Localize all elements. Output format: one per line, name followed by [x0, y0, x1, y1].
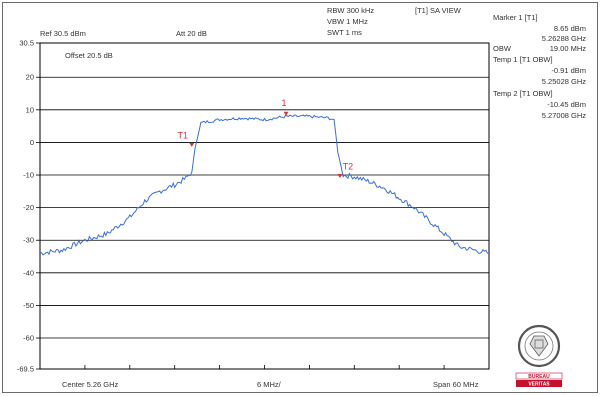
y-tick-label: -20: [23, 203, 34, 212]
marker-group: 1 T1 T2: [178, 98, 354, 178]
y-tick-label: 0: [30, 138, 34, 147]
marker-symbol: [283, 111, 289, 116]
obw-value: 19.00 MHz: [549, 44, 586, 53]
y-bottom-label: -69.5: [17, 365, 34, 374]
y-top-label: 30.5: [19, 39, 34, 48]
marker-title: Marker 1 [T1]: [493, 13, 538, 22]
obw-label: OBW: [493, 44, 511, 53]
y-tick-label: -10: [23, 171, 34, 180]
svg-text:BUREAU: BUREAU: [528, 374, 550, 380]
marker-symbol: [337, 173, 343, 178]
grid-lines: [40, 76, 489, 339]
analyzer-frame: [2, 2, 598, 393]
attenuation-label: Att 20 dB: [176, 29, 207, 38]
marker-freq: 5.26288 GHz: [541, 34, 586, 43]
vbw-label: VBW 1 MHz: [327, 17, 368, 26]
spectrum-trace: [39, 114, 490, 256]
y-tick-label: 20: [26, 73, 34, 82]
bureau-veritas-logo: BUREAU VERITAS: [513, 322, 565, 388]
swt-label: SWT 1 ms: [327, 28, 362, 37]
y-tick-label: -30: [23, 236, 34, 245]
plot-area: [39, 42, 490, 370]
temp1-title: Temp 1 [T1 OBW]: [493, 55, 553, 64]
temp1-level: -0.91 dBm: [551, 66, 586, 75]
marker-level: 8.65 dBm: [553, 24, 586, 33]
temp1-freq: 5.25028 GHz: [541, 77, 586, 86]
marker-symbol: [189, 142, 195, 147]
temp2-title: Temp 2 [T1 OBW]: [493, 89, 553, 98]
y-tick-label: -60: [23, 334, 34, 343]
marker-label: 1: [282, 98, 287, 108]
chart-axes: [36, 42, 490, 370]
temp2-freq: 5.27008 GHz: [541, 111, 586, 120]
temp2-level: -10.45 dBm: [547, 100, 586, 109]
division-label: 6 MHz/: [257, 380, 281, 389]
svg-text:VERITAS: VERITAS: [528, 382, 550, 388]
y-tick-label: -40: [23, 268, 34, 277]
span-label: Span 60 MHz: [433, 380, 479, 389]
marker-label: T2: [343, 161, 354, 171]
ref-level-label: Ref 30.5 dBm: [40, 29, 86, 38]
rbw-label: RBW 300 kHz: [327, 6, 375, 15]
center-frequency-label: Center 5.26 GHz: [62, 380, 119, 389]
marker-label: T1: [178, 130, 189, 140]
y-tick-label: -50: [23, 301, 34, 310]
view-label: [T1] SA VIEW: [415, 6, 461, 15]
offset-label: Offset 20.5 dB: [65, 51, 113, 60]
y-tick-label: 10: [26, 105, 34, 114]
y-tick-labels: 20 10 0 -10 -20 -30 -40 -50 -60 30.5 -69.5: [17, 39, 34, 374]
